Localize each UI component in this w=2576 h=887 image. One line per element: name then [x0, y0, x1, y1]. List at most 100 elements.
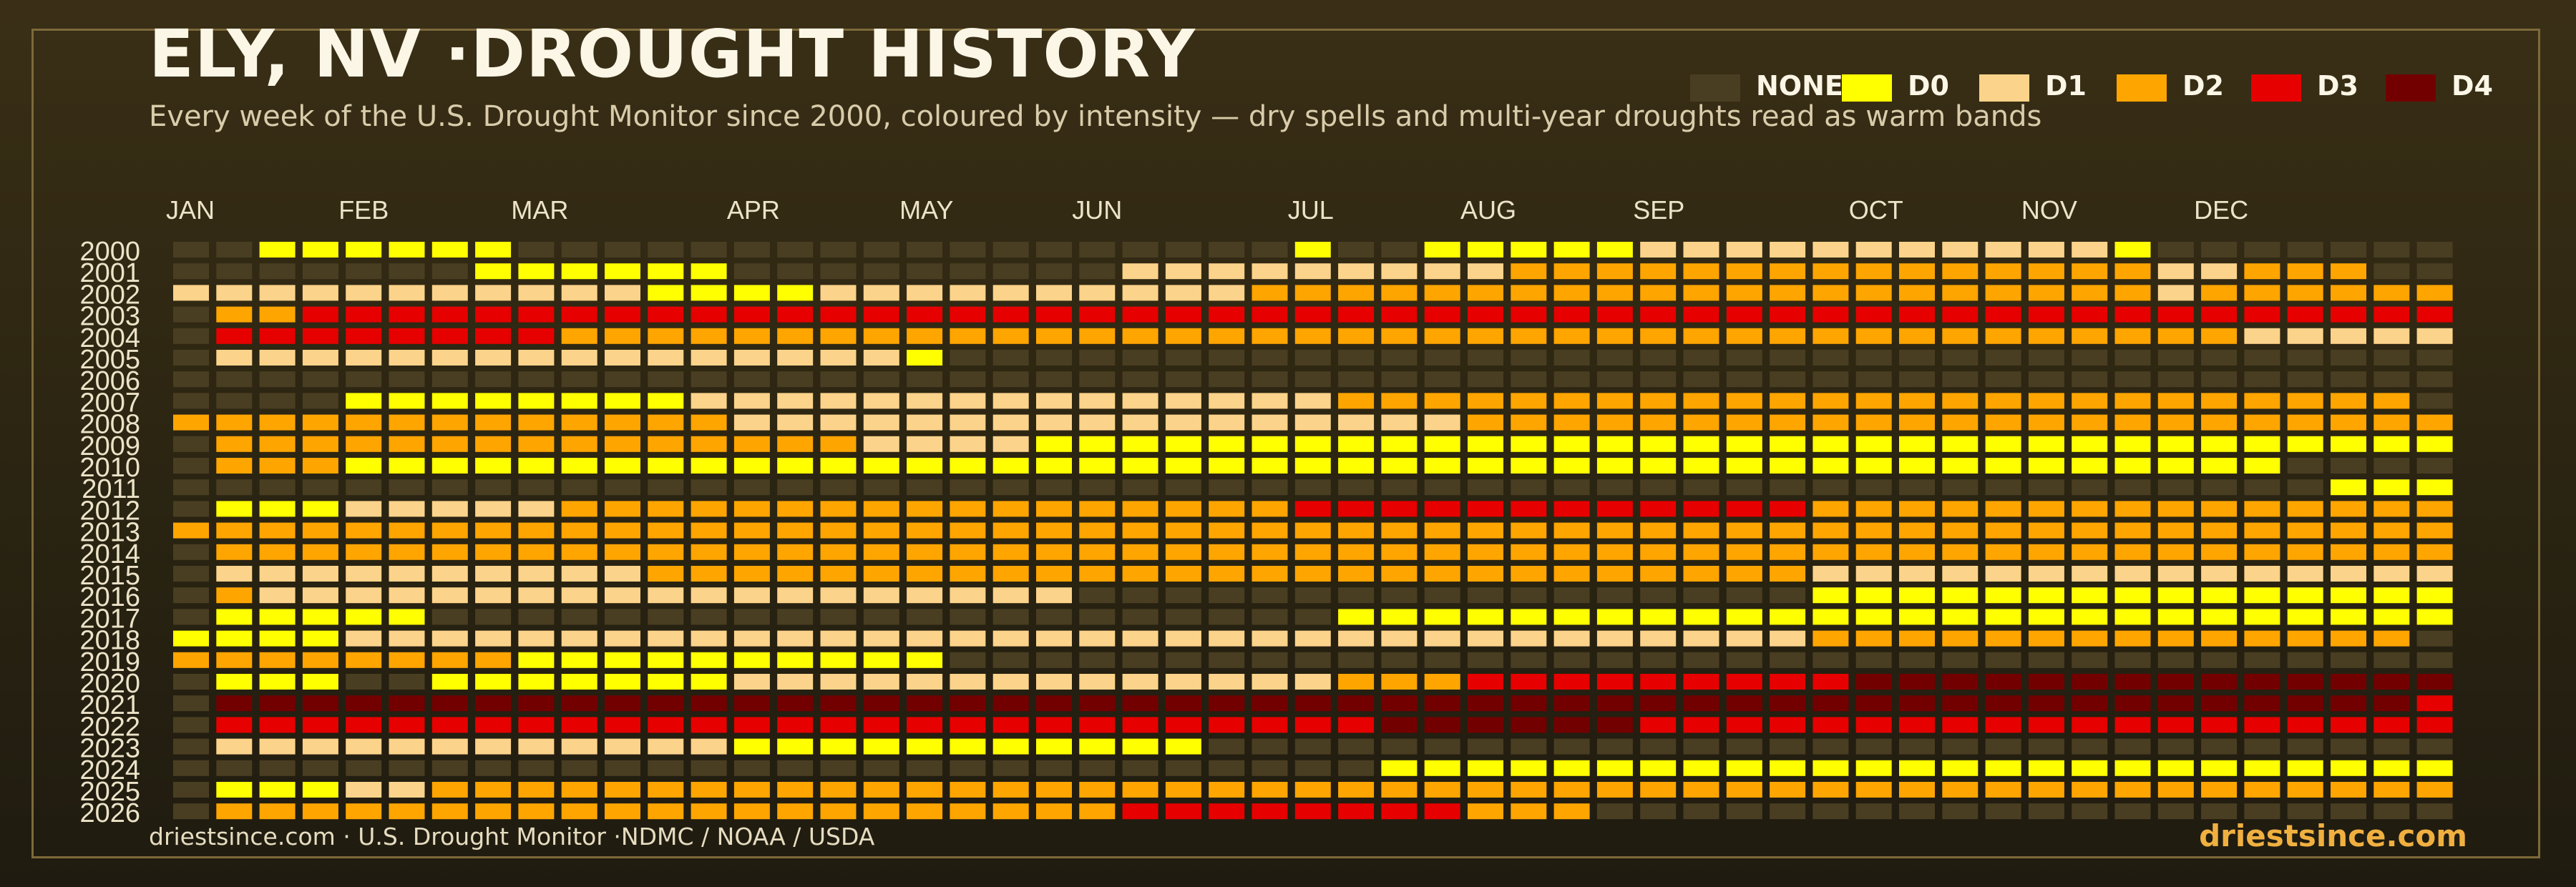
heatmap-cell: [950, 242, 986, 258]
heatmap-cell: [1165, 328, 1201, 344]
heatmap-cell: [302, 652, 338, 668]
heatmap-cell: [820, 674, 857, 690]
heatmap-cell: [173, 587, 209, 604]
heatmap-cell: [605, 630, 640, 647]
heatmap-cell: [346, 738, 382, 755]
heatmap-cell: [1122, 803, 1158, 820]
heatmap-cell: [2287, 760, 2323, 776]
heatmap-cell: [1683, 328, 1719, 344]
heatmap-cell: [777, 760, 814, 776]
heatmap-cell: [2157, 306, 2194, 323]
heatmap-cell: [1726, 350, 1762, 366]
heatmap-cell: [518, 738, 555, 755]
heatmap-cell: [1122, 522, 1158, 539]
heatmap-cell: [1424, 717, 1460, 733]
heatmap-cell: [1036, 328, 1072, 344]
heatmap-cell: [346, 566, 382, 582]
heatmap-cell: [1165, 306, 1201, 323]
heatmap-cell: [1942, 738, 1979, 755]
heatmap-cell: [777, 242, 814, 258]
heatmap-cell: [733, 544, 770, 560]
heatmap-cell: [2331, 306, 2366, 323]
heatmap-cell: [1855, 652, 1892, 668]
heatmap-cell: [1985, 652, 2021, 668]
heatmap-cell: [2201, 738, 2238, 755]
legend-swatch: [1690, 74, 1740, 102]
heatmap-cell: [733, 782, 770, 798]
heatmap-cell: [1338, 652, 1375, 668]
heatmap-cell: [389, 587, 425, 604]
heatmap-cell: [431, 717, 468, 733]
heatmap-cell: [518, 306, 555, 323]
heatmap-cell: [2072, 306, 2108, 323]
heatmap-cell: [1553, 350, 1590, 366]
heatmap-cell: [2072, 544, 2108, 560]
heatmap-cell: [820, 436, 857, 452]
heatmap-cell: [1511, 458, 1547, 474]
legend-swatch: [1842, 74, 1892, 102]
heatmap-cell: [1899, 630, 1935, 647]
heatmap-cell: [950, 674, 986, 690]
heatmap-cell: [1209, 652, 1245, 668]
heatmap-cell: [691, 522, 727, 539]
heatmap-cell: [302, 695, 338, 712]
heatmap-cell: [389, 436, 425, 452]
heatmap-cell: [1640, 544, 1677, 560]
heatmap-cell: [561, 674, 597, 690]
heatmap-cell: [2157, 242, 2194, 258]
heatmap-cell: [561, 652, 597, 668]
heatmap-cell: [1252, 501, 1288, 517]
heatmap-cell: [1165, 760, 1201, 776]
heatmap-cell: [1209, 458, 1245, 474]
heatmap-cell: [605, 242, 640, 258]
heatmap-cell: [475, 609, 512, 625]
heatmap-cell: [1079, 587, 1116, 604]
heatmap-cell: [431, 458, 468, 474]
heatmap-cell: [1942, 436, 1979, 452]
heatmap-cell: [605, 609, 640, 625]
heatmap-cell: [431, 501, 468, 517]
heatmap-cell: [733, 717, 770, 733]
heatmap-cell: [1813, 414, 1849, 431]
heatmap-cell: [1294, 717, 1331, 733]
heatmap-cell: [1511, 350, 1547, 366]
chart-frame: [31, 29, 2540, 858]
heatmap-cell: [777, 695, 814, 712]
heatmap-cell: [2416, 479, 2453, 496]
heatmap-cell: [1726, 242, 1762, 258]
heatmap-cell: [992, 501, 1029, 517]
heatmap-cell: [475, 414, 512, 431]
heatmap-cell: [475, 328, 512, 344]
heatmap-cell: [2416, 350, 2453, 366]
heatmap-cell: [2331, 587, 2366, 604]
heatmap-cell: [302, 479, 338, 496]
heatmap-cell: [2331, 436, 2366, 452]
heatmap-cell: [259, 652, 296, 668]
heatmap-cell: [1511, 674, 1547, 690]
heatmap-cell: [648, 263, 684, 280]
heatmap-cell: [1424, 393, 1460, 409]
heatmap-cell: [863, 479, 899, 496]
heatmap-cell: [475, 522, 512, 539]
heatmap-cell: [820, 717, 857, 733]
heatmap-cell: [733, 263, 770, 280]
heatmap-cell: [1209, 328, 1245, 344]
heatmap-cell: [1424, 436, 1460, 452]
heatmap-cell: [2373, 285, 2410, 301]
heatmap-cell: [2201, 306, 2238, 323]
heatmap-cell: [1252, 263, 1288, 280]
heatmap-cell: [173, 782, 209, 798]
heatmap-cell: [1036, 242, 1072, 258]
brand-link[interactable]: driestsince.com: [2199, 818, 2467, 853]
heatmap-cell: [1209, 630, 1245, 647]
heatmap-cell: [2244, 587, 2280, 604]
heatmap-cell: [691, 738, 727, 755]
heatmap-cell: [1899, 328, 1935, 344]
heatmap-cell: [518, 371, 555, 388]
heatmap-cell: [216, 458, 253, 474]
heatmap-cell: [950, 587, 986, 604]
legend-label: D2: [2182, 70, 2224, 102]
heatmap-cell: [820, 652, 857, 668]
heatmap-cell: [1813, 501, 1849, 517]
heatmap-cell: [346, 587, 382, 604]
